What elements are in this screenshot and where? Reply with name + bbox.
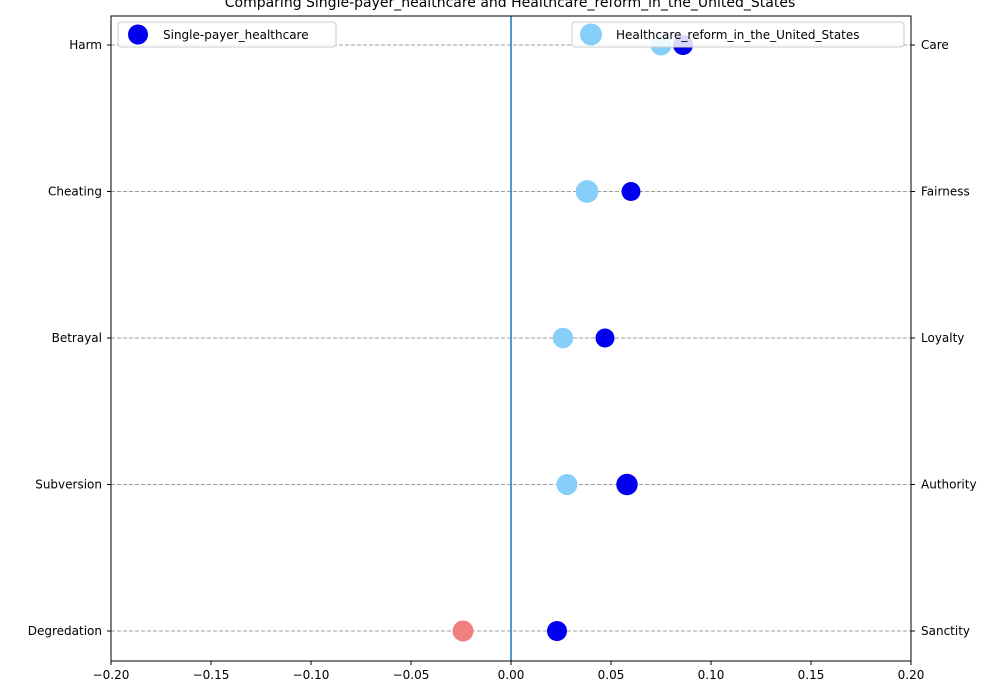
points-layer: [452, 34, 693, 642]
chart-title: Comparing Single-payer_healthcare and He…: [225, 0, 796, 11]
legend-label-series1: Single-payer_healthcare: [163, 28, 309, 42]
legend-marker-series2: [580, 23, 602, 46]
point-series2-sanctity: [452, 620, 474, 642]
legend-box-right: [571, 21, 905, 48]
point-series1-fairness: [621, 182, 641, 201]
right-label: Sanctity: [921, 624, 970, 638]
right-label: Care: [921, 38, 949, 52]
x-tick-label: 0.15: [798, 668, 825, 682]
x-tick-label: −0.10: [293, 668, 330, 682]
x-tick-label: 0.05: [598, 668, 625, 682]
axis-layer: Harm Care Cheating Fairness Betrayal Loyalty S…: [28, 38, 977, 682]
point-series1-loyalty: [595, 328, 615, 348]
right-label: Authority: [921, 478, 977, 492]
point-series2-loyalty: [552, 327, 574, 349]
legend-marker-series1: [128, 24, 148, 45]
x-tick-label: 0.10: [698, 668, 725, 682]
left-label: Subversion: [35, 478, 102, 492]
legend-layer: Single-payer_healthcare Healthcare_reform…: [117, 21, 905, 48]
point-series2-authority: [556, 474, 578, 495]
left-label: Betrayal: [52, 331, 102, 345]
right-label: Fairness: [921, 185, 970, 199]
point-series2-fairness: [575, 180, 599, 203]
x-tick-label: −0.20: [93, 668, 130, 682]
legend-label-series2: Healthcare_reform_in_the_United_States: [616, 28, 860, 42]
left-label: Harm: [69, 38, 102, 52]
point-series1-authority: [616, 473, 638, 496]
right-label: Loyalty: [921, 331, 964, 345]
left-label: Degredation: [28, 624, 102, 638]
point-series1-sanctity: [547, 621, 567, 641]
x-tick-label: 0.00: [498, 668, 525, 682]
x-tick-label: −0.05: [393, 668, 430, 682]
left-label: Cheating: [48, 185, 102, 199]
legend-box-left: [117, 21, 337, 48]
x-tick-label: 0.20: [898, 668, 925, 682]
x-tick-label: −0.15: [193, 668, 230, 682]
